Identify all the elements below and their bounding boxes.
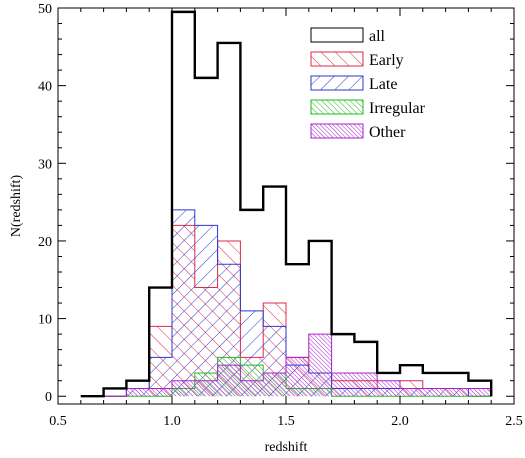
legend-item-other: Other: [310, 123, 406, 141]
axes: 0.5 1.0 1.5 2.0 2.5 0 10 20 30 40 50: [38, 2, 523, 429]
legend-label-other: Other: [369, 124, 406, 141]
bar-other-12: [354, 372, 378, 397]
bar-late-3: [149, 357, 172, 397]
x-tick-label: 2.5: [505, 414, 523, 429]
legend-swatch-early: [310, 51, 364, 67]
legend-item-irregular: Irregular: [310, 99, 426, 117]
legend-swatch-all: [310, 27, 364, 43]
bar-other-8: [263, 372, 286, 397]
bar-other-4: [172, 380, 195, 397]
bar-other-11: [331, 372, 355, 397]
legend-label-early: Early: [369, 52, 404, 69]
legend-label-irregular: Irregular: [369, 100, 426, 117]
bar-late-4: [172, 209, 195, 397]
bar-other-9: [286, 357, 309, 397]
legend-label-all: all: [369, 28, 386, 45]
y-axis-label: N(redshift): [9, 175, 24, 238]
series-outline-early: [80, 224, 492, 397]
y-tick-label: 0: [45, 390, 52, 405]
legend-swatch-late: [310, 75, 364, 91]
legend-item-late: Late: [310, 75, 397, 93]
series-outline-other: [80, 333, 492, 397]
y-tick-label: 40: [38, 80, 52, 95]
bar-other-17: [468, 388, 492, 397]
y-tick-label: 30: [38, 157, 52, 172]
legend-item-early: Early: [310, 51, 404, 69]
legend-swatch-irregular: [310, 99, 364, 115]
legend-label-late: Late: [369, 76, 397, 93]
histogram-series: [80, 10, 493, 398]
series-late: [80, 209, 492, 397]
y-tick-label: 20: [38, 235, 52, 250]
bar-late-5: [194, 225, 218, 397]
x-axis-label: redshift: [265, 440, 308, 455]
x-tick-label: 2.0: [391, 414, 409, 429]
legend-item-all: all: [310, 27, 386, 45]
legend-swatch-other: [310, 123, 364, 139]
bar-other-7: [240, 380, 264, 397]
y-tick-label: 10: [38, 313, 52, 328]
series-outline-all: [80, 10, 493, 398]
x-tick-label: 0.5: [49, 414, 67, 429]
bar-other-15: [422, 388, 446, 397]
bar-other-6: [217, 365, 241, 397]
series-all: [80, 10, 493, 398]
bar-other-14: [400, 388, 423, 397]
series-other: [80, 333, 492, 397]
bar-other-5: [194, 380, 218, 397]
bar-other-16: [445, 388, 469, 397]
bar-other-2: [126, 388, 150, 397]
bar-other-13: [377, 380, 400, 397]
x-tick-label: 1.5: [277, 414, 295, 429]
y-tick-label: 50: [38, 2, 52, 17]
bar-other-3: [149, 388, 172, 397]
x-tick-label: 1.0: [163, 414, 181, 429]
bar-other-10: [308, 334, 332, 397]
legend: all Early Late Irregular Other: [310, 27, 426, 141]
